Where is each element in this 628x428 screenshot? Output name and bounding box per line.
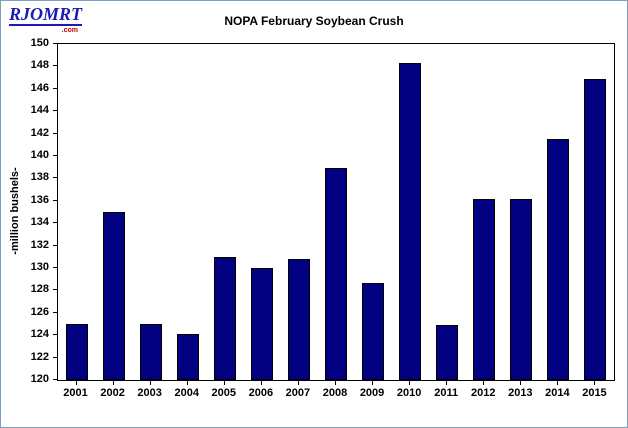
- y-tick-mark: [53, 267, 57, 268]
- bar-2011: [436, 325, 459, 380]
- x-tick-mark: [409, 381, 411, 385]
- x-tick-mark: [372, 381, 374, 385]
- x-tick-label: 2007: [285, 387, 311, 399]
- x-tick-mark: [223, 381, 225, 385]
- y-tick-label: 134: [30, 216, 49, 229]
- y-tick-mark: [53, 244, 57, 246]
- chart-title: NOPA February Soybean Crush: [224, 14, 404, 28]
- y-tick-mark: [53, 199, 57, 201]
- y-tick-mark: [53, 334, 57, 336]
- x-tick-label: 2001: [63, 387, 88, 399]
- x-tick-mark: [594, 381, 596, 385]
- bar-2002: [102, 212, 125, 380]
- y-tick-mark: [53, 222, 57, 224]
- logo-text: RJOMRT: [9, 4, 83, 26]
- y-tick-mark: [53, 65, 57, 67]
- y-tick-label: 146: [30, 81, 49, 94]
- y-tick-label: 126: [30, 305, 49, 318]
- x-tick-mark: [483, 381, 485, 385]
- bar-2010: [399, 63, 422, 380]
- x-tick-mark: [557, 381, 559, 385]
- x-tick-label: 2010: [396, 387, 422, 399]
- y-tick-label: 144: [30, 104, 49, 117]
- x-tick-label: 2003: [137, 387, 162, 399]
- y-tick-label: 130: [30, 261, 49, 273]
- x-tick-label: 2013: [508, 387, 533, 399]
- x-tick-mark: [186, 381, 188, 385]
- x-tick-label: 2008: [322, 387, 348, 399]
- x-tick-mark: [260, 381, 262, 385]
- x-tick-label: 2004: [174, 387, 199, 399]
- y-tick-label: 122: [30, 350, 49, 363]
- bar-2013: [510, 198, 533, 380]
- bar-2015: [584, 78, 607, 380]
- x-tick-label: 2014: [545, 387, 570, 399]
- y-tick-mark: [53, 87, 57, 89]
- y-tick-mark: [53, 132, 57, 134]
- x-tick-label: 2009: [359, 387, 385, 399]
- bar-2008: [325, 168, 347, 380]
- bar-2003: [139, 324, 162, 380]
- plot-area: [57, 43, 615, 381]
- bar-2007: [287, 259, 310, 380]
- x-tick-mark: [75, 381, 77, 385]
- y-tick-mark: [53, 379, 57, 380]
- x-tick-mark: [335, 381, 336, 385]
- x-tick-label: 2005: [211, 387, 237, 399]
- y-tick-label: 120: [30, 373, 49, 385]
- x-tick-label: 2015: [582, 387, 607, 399]
- bar-2014: [547, 139, 570, 380]
- y-tick-label: 136: [30, 193, 49, 206]
- bar-2012: [473, 198, 496, 380]
- x-tick-label: 2002: [100, 387, 125, 399]
- x-tick-label: 2011: [434, 387, 459, 399]
- y-tick-label: 150: [30, 37, 49, 49]
- x-tick-mark: [520, 381, 522, 385]
- y-tick-mark: [53, 110, 57, 112]
- rjomrt-logo: RJOMRT .com: [9, 4, 83, 34]
- bar-2009: [362, 282, 385, 380]
- y-tick-mark: [53, 43, 57, 44]
- x-tick-mark: [446, 381, 448, 385]
- logo-suffix: .com: [61, 27, 79, 34]
- bar-2001: [65, 324, 88, 380]
- bar-2004: [176, 334, 199, 380]
- x-tick-mark: [149, 381, 151, 385]
- y-tick-mark: [53, 356, 57, 358]
- bar-2006: [250, 268, 273, 380]
- y-tick-mark: [53, 311, 57, 313]
- y-tick-label: 142: [30, 126, 49, 139]
- x-tick-label: 2006: [248, 387, 274, 399]
- y-tick-label: 140: [30, 149, 49, 161]
- x-tick-mark: [297, 381, 299, 385]
- y-tick-label: 138: [30, 171, 49, 184]
- bar-2005: [213, 256, 236, 380]
- y-tick-mark: [53, 289, 57, 291]
- y-tick-mark: [53, 155, 57, 156]
- y-tick-label: 148: [30, 59, 49, 72]
- x-tick-label: 2012: [471, 387, 496, 399]
- y-tick-label: 132: [30, 238, 49, 251]
- y-tick-mark: [53, 177, 57, 179]
- x-tick-mark: [112, 381, 114, 385]
- y-tick-label: 124: [30, 328, 49, 341]
- y-tick-label: 128: [30, 283, 49, 296]
